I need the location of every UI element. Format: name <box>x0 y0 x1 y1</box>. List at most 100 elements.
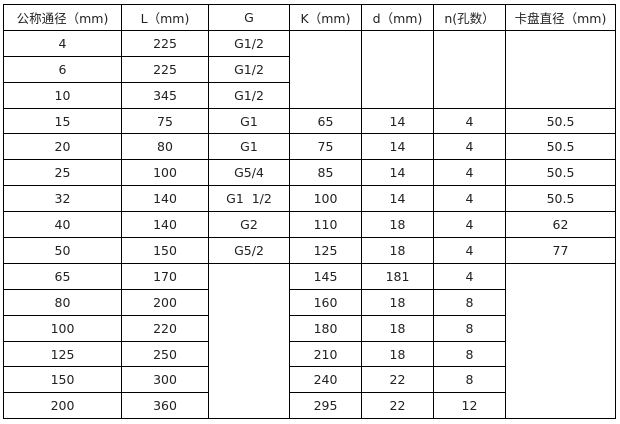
cell-l: 220 <box>121 314 209 342</box>
cell-dn: 25 <box>3 159 122 187</box>
header-k: K（mm) <box>289 4 362 31</box>
cell-dn: 200 <box>3 392 122 420</box>
cell-g: G1/2 <box>208 81 290 109</box>
cell-g: G1 <box>208 133 290 161</box>
cell-dn: 125 <box>3 340 122 368</box>
cell-n: 4 <box>433 185 506 213</box>
table-row: 25 100 G5/4 85 14 4 50.5 <box>3 159 616 187</box>
cell-n-empty <box>433 29 506 109</box>
cell-l: 140 <box>121 185 209 213</box>
header-row: 公称通径（mm) L（mm) G K（mm) d（mm) n(孔数） 卡盘直径（… <box>3 4 616 31</box>
cell-dn: 6 <box>3 55 122 83</box>
table-row: 200 360 295 22 12 <box>3 392 616 420</box>
cell-c: 50.5 <box>505 185 616 213</box>
cell-n: 4 <box>433 211 506 239</box>
cell-n: 8 <box>433 314 506 342</box>
table-row: 150 300 240 22 8 <box>3 366 616 394</box>
cell-k: 240 <box>289 366 362 394</box>
cell-g: G1 1/2 <box>208 185 290 213</box>
header-g: G <box>208 4 290 31</box>
cell-d: 181 <box>361 262 434 290</box>
cell-k: 145 <box>289 262 362 290</box>
cell-dn: 32 <box>3 185 122 213</box>
cell-n: 4 <box>433 133 506 161</box>
cell-dn: 50 <box>3 237 122 264</box>
cell-g: G1 <box>208 107 290 135</box>
cell-l: 225 <box>121 55 209 83</box>
cell-k: 125 <box>289 237 362 264</box>
cell-d: 14 <box>361 107 434 135</box>
cell-k: 295 <box>289 392 362 420</box>
header-chuck-diameter: 卡盘直径（mm) <box>505 4 616 31</box>
cell-g: G5/4 <box>208 159 290 187</box>
cell-l: 100 <box>121 159 209 187</box>
cell-k: 85 <box>289 159 362 187</box>
table-row: 80 200 160 18 8 <box>3 288 616 316</box>
header-nominal-diameter: 公称通径（mm) <box>3 4 122 31</box>
cell-k: 100 <box>289 185 362 213</box>
cell-k: 180 <box>289 314 362 342</box>
cell-c: 62 <box>505 211 616 239</box>
cell-c: 77 <box>505 237 616 264</box>
cell-k-empty <box>289 29 362 109</box>
table-row: 40 140 G2 110 18 4 62 <box>3 211 616 239</box>
cell-dn: 65 <box>3 262 122 290</box>
cell-l: 300 <box>121 366 209 394</box>
header-n: n(孔数） <box>433 4 506 31</box>
cell-dn: 100 <box>3 314 122 342</box>
cell-l: 360 <box>121 392 209 420</box>
cell-c-empty <box>505 262 616 420</box>
table-row: 125 250 210 18 8 <box>3 340 616 368</box>
cell-dn: 40 <box>3 211 122 239</box>
cell-dn: 150 <box>3 366 122 394</box>
cell-g: G1/2 <box>208 55 290 83</box>
cell-l: 170 <box>121 262 209 290</box>
cell-k: 65 <box>289 107 362 135</box>
cell-l: 75 <box>121 107 209 135</box>
cell-g: G1/2 <box>208 29 290 57</box>
cell-d-empty <box>361 29 434 109</box>
cell-n: 4 <box>433 107 506 135</box>
cell-l: 250 <box>121 340 209 368</box>
cell-dn: 10 <box>3 81 122 109</box>
cell-d: 14 <box>361 185 434 213</box>
cell-d: 18 <box>361 288 434 316</box>
cell-l: 140 <box>121 211 209 239</box>
cell-l: 200 <box>121 288 209 316</box>
cell-c: 50.5 <box>505 107 616 135</box>
cell-d: 22 <box>361 366 434 394</box>
cell-c-empty <box>505 29 616 109</box>
table-row: 32 140 G1 1/2 100 14 4 50.5 <box>3 185 616 213</box>
header-d: d（mm) <box>361 4 434 31</box>
cell-n: 8 <box>433 340 506 368</box>
table-row: 20 80 G1 75 14 4 50.5 <box>3 133 616 161</box>
cell-g: G2 <box>208 211 290 239</box>
cell-n: 8 <box>433 366 506 394</box>
cell-d: 14 <box>361 159 434 187</box>
cell-dn: 15 <box>3 107 122 135</box>
cell-dn: 80 <box>3 288 122 316</box>
cell-l: 345 <box>121 81 209 109</box>
cell-d: 18 <box>361 340 434 368</box>
cell-l: 225 <box>121 29 209 57</box>
cell-d: 18 <box>361 314 434 342</box>
spec-table: 公称通径（mm) L（mm) G K（mm) d（mm) n(孔数） 卡盘直径（… <box>3 4 616 420</box>
cell-k: 160 <box>289 288 362 316</box>
cell-dn: 20 <box>3 133 122 161</box>
cell-g-empty <box>208 262 290 420</box>
table-row: 65 170 145 181 4 <box>3 262 616 420</box>
cell-g: G5/2 <box>208 237 290 264</box>
table-row: 4 225 G1/2 <box>3 29 616 109</box>
table-row: 50 150 G5/2 125 18 4 77 <box>3 237 616 264</box>
cell-d: 18 <box>361 237 434 264</box>
table-row: 15 75 G1 65 14 4 50.5 <box>3 107 616 135</box>
header-l: L（mm) <box>121 4 209 31</box>
cell-c: 50.5 <box>505 133 616 161</box>
cell-n: 4 <box>433 159 506 187</box>
cell-k: 210 <box>289 340 362 368</box>
cell-l: 80 <box>121 133 209 161</box>
cell-c: 50.5 <box>505 159 616 187</box>
cell-l: 150 <box>121 237 209 264</box>
cell-n: 4 <box>433 262 506 290</box>
cell-d: 22 <box>361 392 434 420</box>
